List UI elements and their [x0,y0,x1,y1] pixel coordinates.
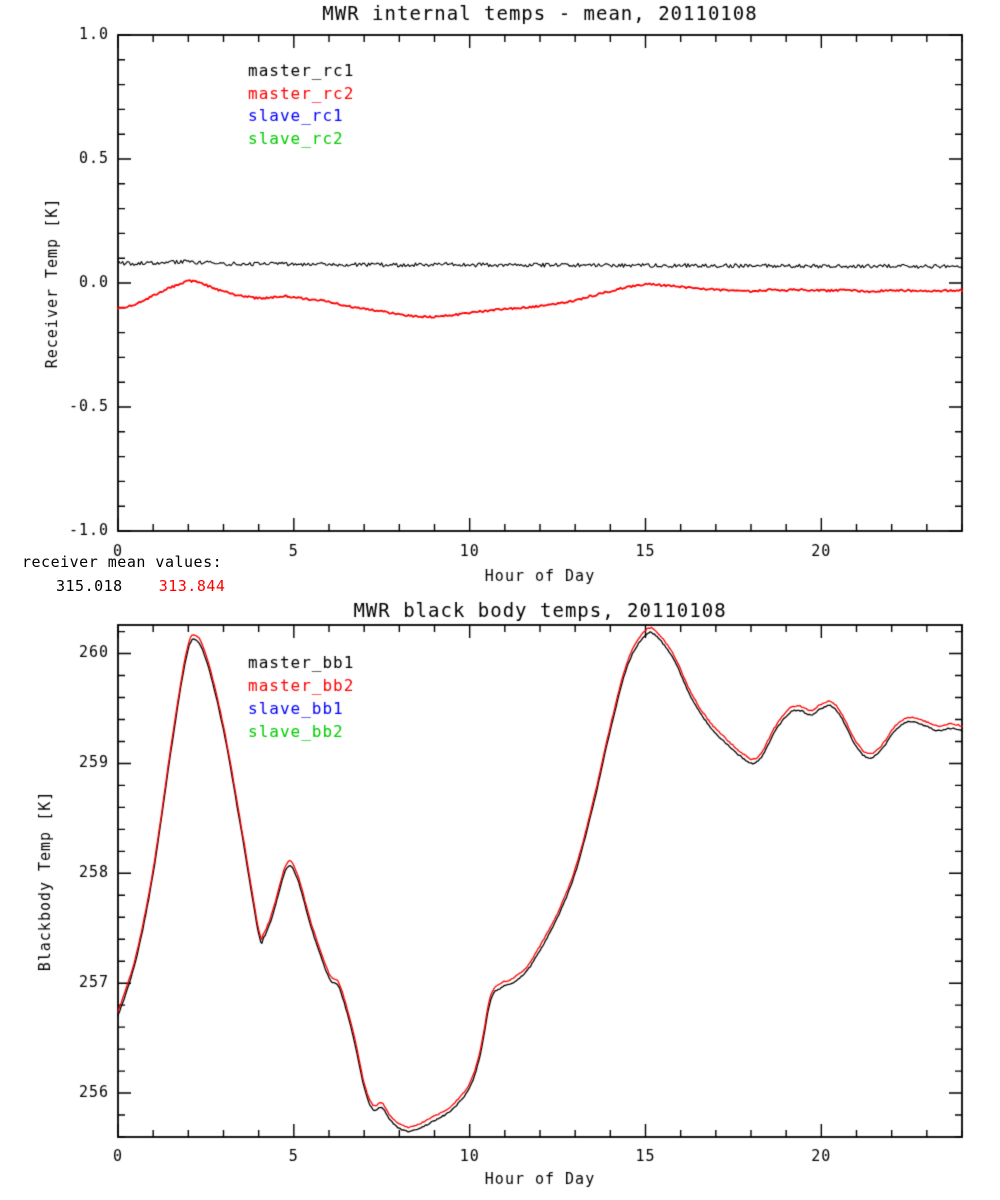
internal-temps-chart-canvas [0,0,1000,600]
blackbody-temps-chart-canvas [0,600,1000,1200]
receiver-mean-value-rc2: 313.844 [158,577,226,595]
receiver-mean-values-row: 315.018 313.844 [22,574,225,598]
receiver-mean-values: receiver mean values: 315.018 313.844 [22,550,225,598]
receiver-mean-value-rc1: 315.018 [56,577,123,595]
receiver-mean-values-label: receiver mean values: [22,553,223,571]
